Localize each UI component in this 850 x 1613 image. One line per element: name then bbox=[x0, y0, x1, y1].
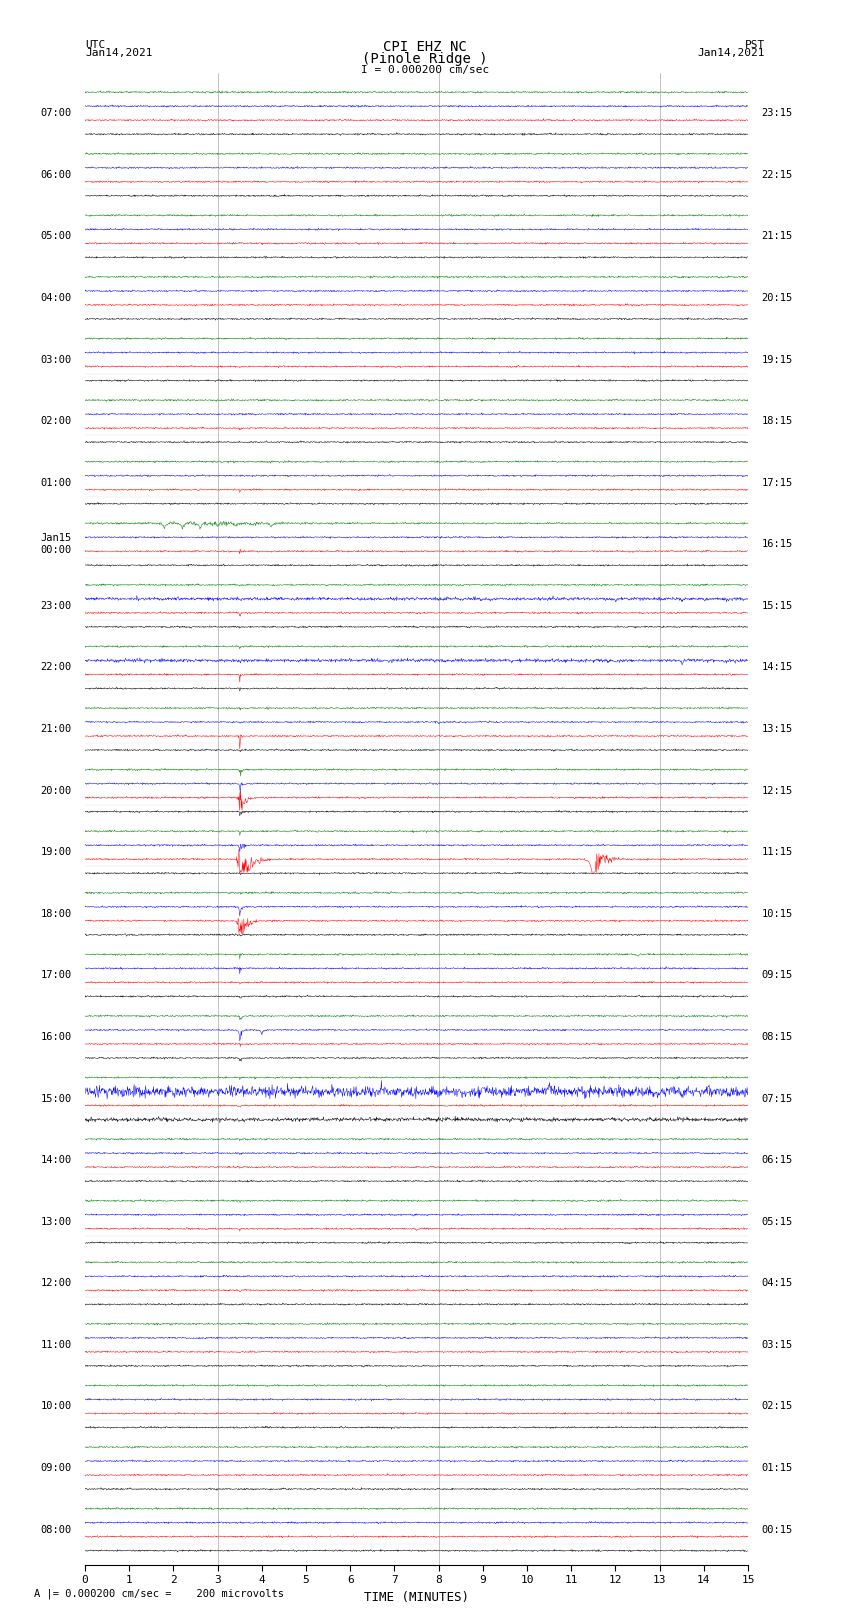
Text: 07:00: 07:00 bbox=[41, 108, 71, 118]
Text: I = 0.000200 cm/sec: I = 0.000200 cm/sec bbox=[361, 65, 489, 74]
Text: 12:15: 12:15 bbox=[762, 786, 792, 795]
Text: 19:15: 19:15 bbox=[762, 355, 792, 365]
Text: PST: PST bbox=[745, 40, 765, 50]
Text: 11:00: 11:00 bbox=[41, 1340, 71, 1350]
Text: 22:15: 22:15 bbox=[762, 169, 792, 179]
Text: UTC: UTC bbox=[85, 40, 105, 50]
Text: 18:15: 18:15 bbox=[762, 416, 792, 426]
Text: 12:00: 12:00 bbox=[41, 1277, 71, 1289]
Text: 15:15: 15:15 bbox=[762, 602, 792, 611]
Text: 06:00: 06:00 bbox=[41, 169, 71, 179]
Text: 16:00: 16:00 bbox=[41, 1032, 71, 1042]
Text: CPI EHZ NC: CPI EHZ NC bbox=[383, 40, 467, 55]
Text: 20:15: 20:15 bbox=[762, 294, 792, 303]
Text: Jan14,2021: Jan14,2021 bbox=[698, 48, 765, 58]
Text: 03:15: 03:15 bbox=[762, 1340, 792, 1350]
Text: 14:00: 14:00 bbox=[41, 1155, 71, 1165]
Text: Jan15
00:00: Jan15 00:00 bbox=[41, 534, 71, 555]
Text: 02:15: 02:15 bbox=[762, 1402, 792, 1411]
Text: 07:15: 07:15 bbox=[762, 1094, 792, 1103]
Text: 22:00: 22:00 bbox=[41, 663, 71, 673]
Text: 11:15: 11:15 bbox=[762, 847, 792, 857]
Text: 01:00: 01:00 bbox=[41, 477, 71, 487]
Text: (Pinole Ridge ): (Pinole Ridge ) bbox=[362, 52, 488, 66]
Text: 17:00: 17:00 bbox=[41, 971, 71, 981]
Text: 04:00: 04:00 bbox=[41, 294, 71, 303]
Text: 08:00: 08:00 bbox=[41, 1524, 71, 1534]
Text: 10:00: 10:00 bbox=[41, 1402, 71, 1411]
X-axis label: TIME (MINUTES): TIME (MINUTES) bbox=[364, 1590, 469, 1603]
Text: 13:00: 13:00 bbox=[41, 1216, 71, 1227]
Text: 19:00: 19:00 bbox=[41, 847, 71, 857]
Text: 05:15: 05:15 bbox=[762, 1216, 792, 1227]
Text: 18:00: 18:00 bbox=[41, 908, 71, 919]
Text: 13:15: 13:15 bbox=[762, 724, 792, 734]
Text: 14:15: 14:15 bbox=[762, 663, 792, 673]
Text: 09:15: 09:15 bbox=[762, 971, 792, 981]
Text: A |= 0.000200 cm/sec =    200 microvolts: A |= 0.000200 cm/sec = 200 microvolts bbox=[34, 1589, 284, 1600]
Text: 15:00: 15:00 bbox=[41, 1094, 71, 1103]
Text: 21:00: 21:00 bbox=[41, 724, 71, 734]
Text: Jan14,2021: Jan14,2021 bbox=[85, 48, 152, 58]
Text: 01:15: 01:15 bbox=[762, 1463, 792, 1473]
Text: 00:15: 00:15 bbox=[762, 1524, 792, 1534]
Text: 20:00: 20:00 bbox=[41, 786, 71, 795]
Text: 17:15: 17:15 bbox=[762, 477, 792, 487]
Text: 09:00: 09:00 bbox=[41, 1463, 71, 1473]
Text: 21:15: 21:15 bbox=[762, 231, 792, 242]
Text: 23:15: 23:15 bbox=[762, 108, 792, 118]
Text: 06:15: 06:15 bbox=[762, 1155, 792, 1165]
Text: 16:15: 16:15 bbox=[762, 539, 792, 550]
Text: 02:00: 02:00 bbox=[41, 416, 71, 426]
Text: 03:00: 03:00 bbox=[41, 355, 71, 365]
Text: 08:15: 08:15 bbox=[762, 1032, 792, 1042]
Text: 10:15: 10:15 bbox=[762, 908, 792, 919]
Text: 04:15: 04:15 bbox=[762, 1277, 792, 1289]
Text: 23:00: 23:00 bbox=[41, 602, 71, 611]
Text: 05:00: 05:00 bbox=[41, 231, 71, 242]
